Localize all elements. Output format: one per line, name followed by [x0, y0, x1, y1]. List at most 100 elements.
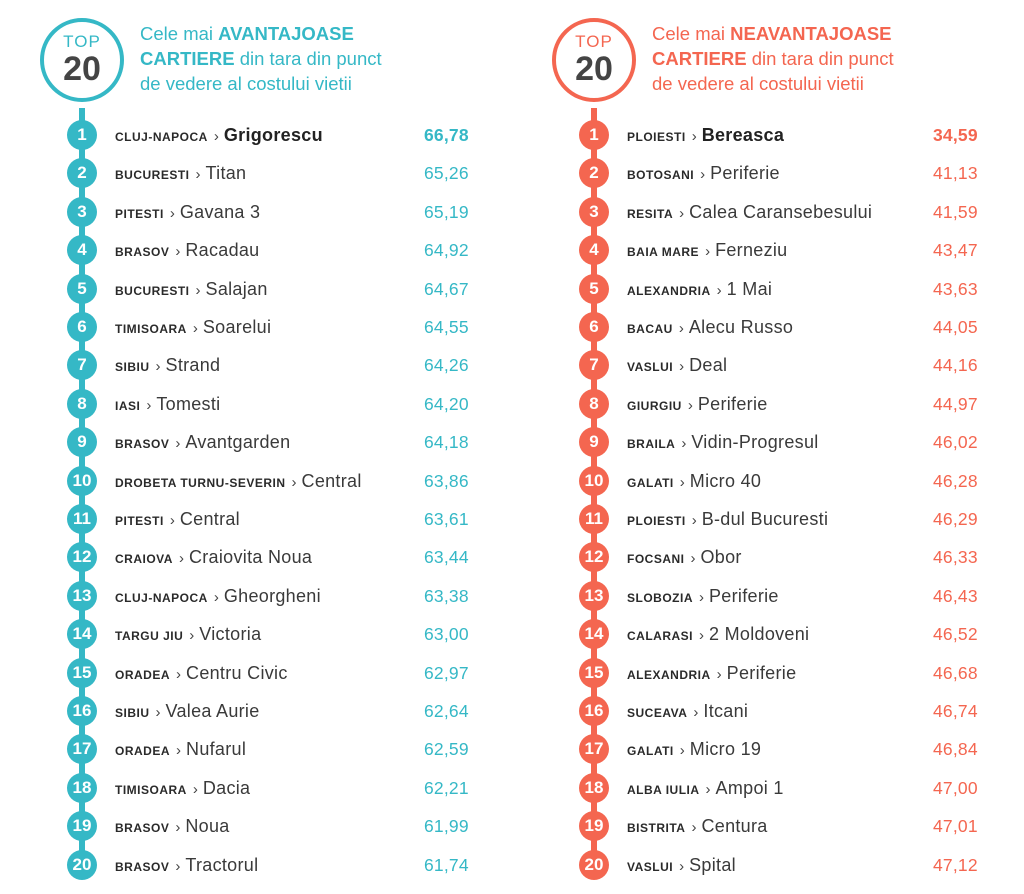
rank-circle: 5 — [67, 273, 97, 304]
chevron-separator: › — [192, 320, 198, 337]
neighborhood-name: Nufarul — [186, 739, 247, 760]
ranking-row: 10 GALATI › Micro 40 46,28 — [579, 465, 1019, 504]
rank-circle: 2 — [67, 158, 97, 189]
neighborhood-name: Strand — [165, 355, 221, 376]
ranking-row: 7 VASLUI › Deal 44,16 — [579, 350, 1019, 388]
score-value: 44,97 — [933, 393, 978, 414]
city-name: IASI — [115, 398, 141, 413]
ranking-row: 17 GALATI › Micro 19 46,84 — [579, 734, 1019, 772]
chevron-separator: › — [679, 473, 685, 491]
neighborhood-name: Tractorul — [185, 854, 259, 875]
city-name: BOTOSANI — [627, 168, 695, 183]
ranking-row: 18 ALBA IULIA › Ampoi 1 47,00 — [579, 772, 1019, 811]
city-name: BRASOV — [115, 245, 170, 260]
ranking-row: 12 CRAIOVA › Craiovita Noua 63,44 — [67, 542, 507, 580]
ranking-row: 16 SIBIU › Valea Aurie 62,64 — [67, 696, 507, 734]
city-name: ORADEA — [115, 744, 171, 759]
neighborhood-name: Noua — [185, 816, 230, 837]
chevron-separator: › — [189, 627, 195, 645]
chevron-separator: › — [155, 358, 161, 376]
rank-circle: 3 — [67, 196, 97, 227]
neighborhood-name: Centru Civic — [186, 662, 288, 683]
heading-rest-line2: de vedere al costului vietii — [652, 73, 864, 94]
ranking-row: 20 VASLUI › Spital 47,12 — [579, 849, 1019, 888]
location-label: TIMISOARA › Dacia — [115, 775, 250, 803]
neighborhood-name: Bereasca — [701, 125, 785, 145]
badge-number: 20 — [575, 50, 613, 88]
location-label: PITESTI › Gavana 3 — [115, 199, 260, 227]
chevron-separator: › — [679, 742, 685, 760]
score-value: 66,78 — [424, 125, 469, 145]
city-name: CLUJ-NAPOCA — [115, 130, 208, 144]
ranking-row: 3 RESITA › Calea Caransebesului 41,59 — [579, 196, 1019, 235]
location-label: CLUJ-NAPOCA › Grigorescu — [115, 122, 323, 150]
neighborhood-name: Centura — [701, 816, 768, 837]
location-label: GALATI › Micro 40 — [627, 468, 761, 496]
rank-circle: 12 — [67, 542, 97, 573]
score-value: 65,19 — [424, 201, 469, 222]
score-value: 63,38 — [424, 585, 469, 606]
ranking-row: 5 BUCURESTI › Salajan 64,67 — [67, 273, 507, 312]
location-label: ALBA IULIA › Ampoi 1 — [627, 775, 784, 803]
location-label: GIURGIU › Periferie — [627, 391, 768, 419]
chevron-separator: › — [687, 396, 693, 414]
top20-badge: TOP 20 — [552, 18, 636, 102]
score-value: 62,59 — [424, 739, 469, 760]
chevron-separator: › — [213, 588, 219, 606]
rank-circle: 18 — [579, 772, 609, 803]
city-name: SIBIU — [115, 706, 150, 720]
neighborhood-name: Soarelui — [202, 317, 272, 337]
score-value: 41,59 — [933, 201, 978, 222]
ranking-row: 11 PLOIESTI › B-dul Bucuresti 46,29 — [579, 504, 1019, 542]
location-label: RESITA › Calea Caransebesului — [627, 199, 872, 227]
score-value: 44,16 — [933, 355, 978, 376]
city-name: GALATI — [627, 744, 674, 759]
location-label: BRASOV › Noua — [115, 813, 230, 841]
location-label: VASLUI › Deal — [627, 352, 727, 380]
location-label: IASI › Tomesti — [115, 391, 220, 419]
chevron-separator: › — [690, 550, 696, 568]
rank-circle: 14 — [67, 619, 97, 650]
rank-circle: 9 — [67, 427, 97, 458]
panel-heading: Cele mai AVANTAJOASE CARTIERE din tara d… — [140, 21, 500, 96]
badge-number: 20 — [63, 50, 101, 88]
location-label: SLOBOZIA › Periferie — [627, 583, 779, 611]
ranking-row: 12 FOCSANI › Obor 46,33 — [579, 542, 1019, 580]
score-value: 64,67 — [424, 278, 469, 299]
chevron-separator: › — [678, 320, 684, 337]
city-name: BISTRITA — [627, 821, 686, 836]
neighborhood-name: Deal — [689, 355, 728, 376]
ranking-row: 19 BISTRITA › Centura 47,01 — [579, 811, 1019, 849]
rank-circle: 16 — [579, 696, 609, 726]
city-name: FOCSANI — [627, 552, 685, 567]
ranking-row: 3 PITESTI › Gavana 3 65,19 — [67, 196, 507, 235]
rank-circle: 12 — [579, 542, 609, 573]
rank-circle: 17 — [579, 734, 609, 765]
location-label: BISTRITA › Centura — [627, 813, 768, 841]
score-value: 44,05 — [933, 317, 978, 337]
city-name: RESITA — [627, 206, 674, 221]
city-name: ORADEA — [115, 667, 171, 682]
ranking-row: 2 BOTOSANI › Periferie 41,13 — [579, 158, 1019, 196]
city-name: SLOBOZIA — [627, 590, 693, 605]
ranking-row: 6 BACAU › Alecu Russo 44,05 — [579, 312, 1019, 350]
location-label: TARGU JIU › Victoria — [115, 621, 261, 649]
score-value: 64,55 — [424, 317, 469, 337]
score-value: 46,43 — [933, 585, 978, 606]
rank-circle: 11 — [579, 504, 609, 534]
location-label: ALEXANDRIA › 1 Mai — [627, 276, 772, 304]
location-label: BUCURESTI › Titan — [115, 160, 246, 188]
city-name: GALATI — [627, 475, 674, 490]
score-value: 64,92 — [424, 240, 469, 261]
chevron-separator: › — [195, 166, 201, 184]
ranking-row: 7 SIBIU › Strand 64,26 — [67, 350, 507, 388]
city-name: CALARASI — [627, 629, 693, 644]
ranking-row: 4 BAIA MARE › Ferneziu 43,47 — [579, 235, 1019, 273]
badge-top-label: TOP — [575, 32, 613, 51]
location-label: DROBETA TURNU-SEVERIN › Central — [115, 468, 362, 496]
city-name: BUCURESTI — [115, 283, 190, 298]
ranking-row: 13 SLOBOZIA › Periferie 46,43 — [579, 580, 1019, 619]
chevron-separator: › — [699, 588, 704, 606]
chevron-separator: › — [699, 627, 704, 645]
neighborhood-name: Itcani — [703, 701, 749, 721]
